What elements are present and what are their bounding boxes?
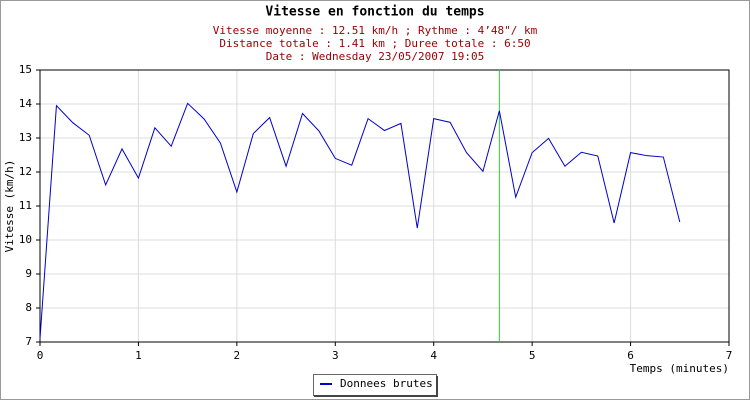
- x-tick-label: 7: [726, 349, 733, 362]
- chart-title: Vitesse en fonction du temps: [265, 5, 484, 20]
- y-tick-label: 8: [25, 301, 32, 314]
- data-line: [39, 102, 681, 339]
- x-tick-label: 3: [332, 349, 339, 362]
- plot-border: [39, 69, 730, 343]
- x-tick-label: 0: [37, 349, 44, 362]
- y-axis-label: Vitesse (km/h): [3, 160, 16, 253]
- y-tick-label: 11: [19, 199, 32, 212]
- x-tick-label: 5: [529, 349, 536, 362]
- subtitle: Distance totale : 1.41 km ; Duree totale…: [219, 37, 530, 50]
- y-tick-label: 13: [19, 131, 32, 144]
- x-tick-label: 1: [135, 349, 142, 362]
- y-tick-label: 12: [19, 165, 32, 178]
- legend: Donnees brutes: [313, 374, 438, 397]
- x-tick-label: 4: [430, 349, 437, 362]
- y-tick-label: 9: [25, 267, 32, 280]
- legend-shadow: [436, 376, 438, 397]
- subtitle: Date : Wednesday 23/05/2007 19:05: [266, 50, 485, 63]
- legend-label: Donnees brutes: [340, 377, 433, 390]
- y-tick-label: 10: [19, 233, 32, 246]
- y-tick-label: 14: [19, 97, 33, 110]
- subtitle: Vitesse moyenne : 12.51 km/h ; Rythme : …: [213, 24, 538, 37]
- x-tick-label: 2: [234, 349, 241, 362]
- y-tick-label: 15: [19, 63, 32, 76]
- x-tick-label: 6: [627, 349, 634, 362]
- y-tick-label: 7: [25, 335, 32, 348]
- x-axis-label: Temps (minutes): [630, 362, 729, 375]
- legend-shadow: [314, 395, 438, 397]
